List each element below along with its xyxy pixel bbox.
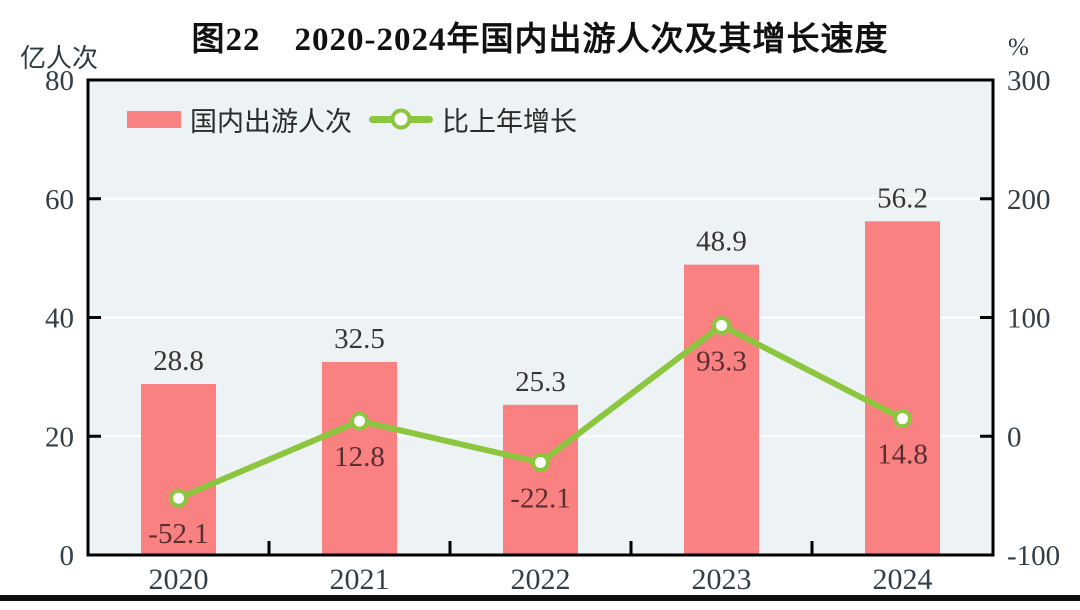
bar-value-label-2022: 25.3 xyxy=(515,366,566,398)
growth-value-label-2021: 12.8 xyxy=(334,441,385,473)
line-marker-2024 xyxy=(893,409,912,429)
left-axis-label-20: 20 xyxy=(45,421,74,453)
bar-value-label-2023: 48.9 xyxy=(696,226,747,258)
bar-2024 xyxy=(865,221,940,555)
left-axis-label-40: 40 xyxy=(45,303,74,335)
growth-value-label-2024: 14.8 xyxy=(877,439,928,471)
left-axis-label-60: 60 xyxy=(45,184,74,216)
bar-value-label-2024: 56.2 xyxy=(877,182,928,214)
left-axis-label-80: 80 xyxy=(45,65,74,97)
bottom-border-line xyxy=(0,595,1080,601)
bar-2022 xyxy=(503,404,578,555)
chart-title: 图22 2020-2024年国内出游人次及其增长速度 xyxy=(191,22,889,58)
line-marker-2022 xyxy=(531,452,550,472)
category-label-2020: 2020 xyxy=(149,563,209,596)
right-axis-label-100: 100 xyxy=(1007,303,1051,335)
left-axis-unit-label: 亿人次 xyxy=(20,44,99,73)
left-axis-label-0: 0 xyxy=(60,540,75,572)
bar-value-label-2020: 28.8 xyxy=(153,345,204,377)
legend-line-swatch xyxy=(369,108,433,130)
right-axis-label-300: 300 xyxy=(1007,65,1051,97)
legend-line-label: 比上年增长 xyxy=(442,106,577,137)
category-label-2024: 2024 xyxy=(873,563,933,596)
right-axis-label-200: 200 xyxy=(1007,184,1051,216)
right-axis-unit-label: % xyxy=(1008,34,1029,61)
growth-value-label-2020: -52.1 xyxy=(148,518,208,550)
line-marker-2020 xyxy=(169,488,188,508)
category-label-2023: 2023 xyxy=(692,563,752,596)
growth-value-label-2023: 93.3 xyxy=(696,345,747,377)
legend-line-marker-icon xyxy=(390,108,412,130)
category-label-2022: 2022 xyxy=(511,563,571,596)
line-marker-2023 xyxy=(712,315,731,335)
bar-2023 xyxy=(684,264,759,555)
bar-2021 xyxy=(322,362,397,555)
right-axis-label-0: 0 xyxy=(1007,421,1022,453)
line-marker-2021 xyxy=(350,411,369,431)
bar-value-label-2021: 32.5 xyxy=(334,323,385,355)
legend-bar-swatch xyxy=(127,110,181,128)
category-label-2021: 2021 xyxy=(330,563,390,596)
legend-bar-label: 国内出游人次 xyxy=(190,106,352,137)
growth-value-label-2022: -22.1 xyxy=(510,482,570,514)
right-axis-label--100: -100 xyxy=(1007,540,1060,572)
bar-2020 xyxy=(141,384,216,555)
chart-legend: 国内出游人次 比上年增长 xyxy=(127,102,577,137)
